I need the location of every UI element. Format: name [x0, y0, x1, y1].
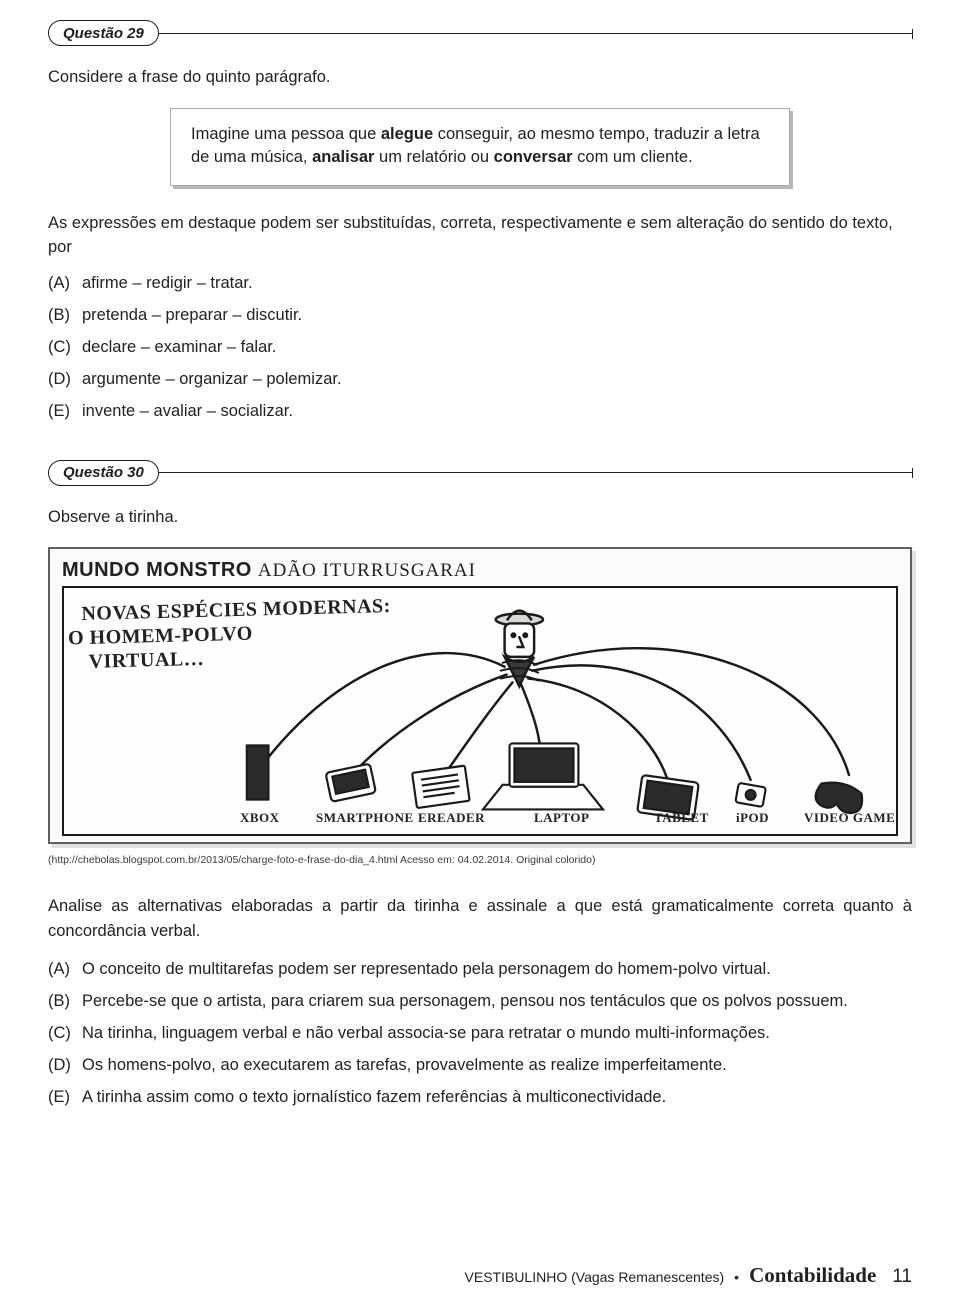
quote-bold-2: analisar — [312, 148, 374, 166]
footer-bullet: • — [734, 1269, 739, 1285]
quote-text: com um cliente. — [573, 148, 693, 166]
q29-option-e[interactable]: (E)invente – avaliar – socializar. — [48, 400, 912, 424]
option-letter: (B) — [48, 304, 82, 328]
q29-quote-box: Imagine uma pessoa que alegue conseguir,… — [170, 108, 790, 186]
q30-stem: Analise as alternativas elaboradas a par… — [48, 894, 912, 944]
option-text: A tirinha assim como o texto jornalístic… — [82, 1086, 666, 1110]
q29-quote-wrap: Imagine uma pessoa que alegue conseguir,… — [48, 108, 912, 186]
comic-frame: MUNDO MONSTRO ADÃO ITURRUSGARAI — [48, 547, 912, 844]
quote-bold-1: alegue — [381, 125, 433, 143]
footer-page-number: 11 — [892, 1266, 912, 1288]
question-30: Questão 30 Observe a tirinha. MUNDO MONS… — [48, 460, 912, 1110]
q29-intro: Considere a frase do quinto parágrafo. — [48, 66, 912, 90]
q29-option-a[interactable]: (A)afirme – redigir – tratar. — [48, 272, 912, 296]
comic-author: ADÃO ITURRUSGARAI — [258, 560, 476, 581]
quote-bold-3: conversar — [494, 148, 573, 166]
q29-stem: As expressões em destaque podem ser subs… — [48, 212, 912, 260]
comic-title: MUNDO MONSTRO ADÃO ITURRUSGARAI — [62, 559, 898, 582]
device-label-tablet: TABLET — [654, 810, 709, 826]
option-letter: (C) — [48, 336, 82, 360]
question-29-pill: Questão 29 — [48, 20, 159, 46]
option-letter: (A) — [48, 958, 82, 982]
option-text: declare – examinar – falar. — [82, 336, 276, 360]
page-footer: VESTIBULINHO (Vagas Remanescentes) • Con… — [465, 1263, 912, 1288]
header-rule — [159, 33, 912, 34]
q29-option-c[interactable]: (C)declare – examinar – falar. — [48, 336, 912, 360]
q30-option-c[interactable]: (C)Na tirinha, linguagem verbal e não ve… — [48, 1022, 912, 1046]
option-text: afirme – redigir – tratar. — [82, 272, 253, 296]
comic-title-main: MUNDO MONSTRO — [62, 559, 252, 581]
option-letter: (D) — [48, 1054, 82, 1078]
q30-option-d[interactable]: (D)Os homens-polvo, ao executarem as tar… — [48, 1054, 912, 1078]
device-label-smartphone: SMARTPHONE — [316, 810, 414, 826]
option-letter: (B) — [48, 990, 82, 1014]
q30-source: (http://chebolas.blogspot.com.br/2013/05… — [48, 854, 912, 866]
header-rule — [159, 472, 912, 473]
q30-option-b[interactable]: (B)Percebe-se que o artista, para criare… — [48, 990, 912, 1014]
question-29: Questão 29 Considere a frase do quinto p… — [48, 20, 912, 424]
option-text: Percebe-se que o artista, para criarem s… — [82, 990, 848, 1014]
footer-exam: VESTIBULINHO (Vagas Remanescentes) — [465, 1269, 725, 1285]
device-label-ipod: iPOD — [736, 810, 769, 826]
quote-text: um relatório ou — [374, 148, 493, 166]
quote-text: Imagine uma pessoa que — [191, 125, 381, 143]
question-30-pill: Questão 30 — [48, 460, 159, 486]
option-letter: (A) — [48, 272, 82, 296]
option-text: pretenda – preparar – discutir. — [82, 304, 302, 328]
question-30-header: Questão 30 — [48, 460, 912, 486]
option-text: argumente – organizar – polemizar. — [82, 368, 342, 392]
comic-caption: NOVAS ESPÉCIES MODERNAS: O HOMEM-POLVO V… — [81, 594, 392, 674]
option-letter: (C) — [48, 1022, 82, 1046]
footer-subject: Contabilidade — [749, 1263, 876, 1288]
comic-panel: NOVAS ESPÉCIES MODERNAS: O HOMEM-POLVO V… — [62, 586, 898, 836]
option-letter: (E) — [48, 400, 82, 424]
q29-option-b[interactable]: (B)pretenda – preparar – discutir. — [48, 304, 912, 328]
option-text: O conceito de multitarefas podem ser rep… — [82, 958, 771, 982]
q30-option-e[interactable]: (E)A tirinha assim como o texto jornalís… — [48, 1086, 912, 1110]
device-label-xbox: XBOX — [240, 810, 280, 826]
option-text: invente – avaliar – socializar. — [82, 400, 293, 424]
device-label-videogame: VIDEO GAME — [804, 810, 895, 826]
q30-options: (A)O conceito de multitarefas podem ser … — [48, 958, 912, 1110]
q29-option-d[interactable]: (D)argumente – organizar – polemizar. — [48, 368, 912, 392]
q29-options: (A)afirme – redigir – tratar. (B)pretend… — [48, 272, 912, 424]
option-text: Os homens-polvo, ao executarem as tarefa… — [82, 1054, 727, 1078]
question-29-header: Questão 29 — [48, 20, 912, 46]
option-letter: (D) — [48, 368, 82, 392]
option-text: Na tirinha, linguagem verbal e não verba… — [82, 1022, 770, 1046]
device-label-ereader: EREADER — [418, 810, 485, 826]
option-letter: (E) — [48, 1086, 82, 1110]
q30-intro: Observe a tirinha. — [48, 506, 912, 530]
q30-option-a[interactable]: (A)O conceito de multitarefas podem ser … — [48, 958, 912, 982]
device-label-laptop: LAPTOP — [534, 810, 590, 826]
